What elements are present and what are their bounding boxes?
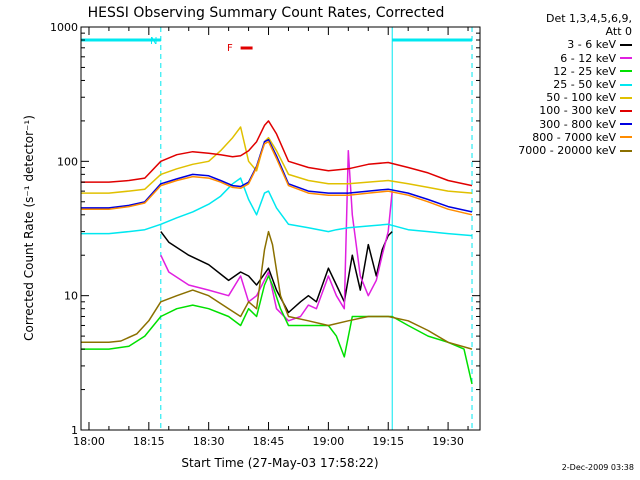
legend-swatch: [620, 96, 632, 99]
legend-entry-label: 6 - 12 keV: [560, 51, 616, 65]
legend-entry-label: 12 - 25 keV: [553, 64, 616, 78]
legend-swatch: [620, 83, 632, 86]
legend-entry: 3 - 6 keV: [492, 38, 632, 51]
legend-entry: 7000 - 20000 keV: [492, 144, 632, 157]
legend-swatch: [620, 110, 632, 113]
series-line: [81, 230, 473, 350]
legend-entry-label: 800 - 7000 keV: [532, 130, 616, 144]
y-tick-label: 1000: [50, 21, 78, 34]
y-tick-label: 100: [57, 155, 78, 168]
series-line: [160, 231, 393, 314]
legend-entry: 25 - 50 keV: [492, 78, 632, 91]
legend: Det 1,3,4,5,6,9, Att 0 3 - 6 keV 6 - 12 k…: [492, 12, 632, 157]
legend-entry-label: 100 - 300 keV: [539, 104, 616, 118]
legend-swatch: [620, 136, 632, 139]
y-tick-label: 1: [71, 424, 78, 437]
legend-entry: 6 - 12 keV: [492, 52, 632, 65]
y-tick-label: 10: [64, 290, 78, 303]
x-tick-label: 19:00: [313, 435, 345, 448]
legend-swatch: [620, 149, 632, 152]
x-axis-label: Start Time (27-May-03 17:58:22): [181, 456, 378, 470]
legend-swatch: [620, 44, 632, 46]
n-marker-label: N: [150, 36, 157, 47]
series-lines: [81, 120, 473, 385]
plot-frame: [80, 26, 481, 431]
series-line: [160, 149, 393, 322]
legend-entry-label: 3 - 6 keV: [567, 38, 616, 52]
night-markers: [81, 27, 473, 430]
legend-header-line-2: Att 0: [605, 25, 632, 39]
series-line: [81, 177, 473, 237]
legend-entry-label: 7000 - 20000 keV: [518, 144, 616, 158]
legend-swatch: [620, 70, 632, 73]
axis-ticks: 18:00 18:15 18:30 18:45 19:00 19:15 19:30 1 10 10…: [50, 21, 480, 448]
x-tick-label: 18:30: [193, 435, 225, 448]
legend-swatch: [620, 57, 632, 60]
legend-entry: 100 - 300 keV: [492, 104, 632, 117]
legend-entry-label: 50 - 100 keV: [546, 91, 616, 105]
x-tick-label: 18:45: [253, 435, 285, 448]
x-tick-label: 18:00: [73, 435, 105, 448]
x-tick-label: 19:15: [372, 435, 404, 448]
y-axis-label: Corrected Count Rate (s⁻¹ detector⁻¹): [22, 115, 36, 341]
x-tick-label: 18:15: [133, 435, 165, 448]
legend-header-line-1: Det 1,3,4,5,6,9,: [545, 12, 632, 25]
legend-entry: 800 - 7000 keV: [492, 131, 632, 144]
legend-entry: 300 - 800 keV: [492, 118, 632, 131]
legend-swatch: [620, 123, 632, 126]
legend-entry: 12 - 25 keV: [492, 65, 632, 78]
series-line: [81, 120, 473, 187]
legend-entry-label: 300 - 800 keV: [539, 117, 616, 131]
timestamp: 2-Dec-2009 03:38: [561, 463, 634, 472]
chart-title: HESSI Observing Summary Count Rates, Cor…: [88, 5, 445, 21]
flare-marker-label: F: [227, 43, 233, 54]
x-tick-label: 19:30: [432, 435, 464, 448]
legend-entry: 50 - 100 keV: [492, 91, 632, 104]
series-line: [81, 140, 473, 216]
legend-entry-label: 25 - 50 keV: [553, 78, 616, 92]
